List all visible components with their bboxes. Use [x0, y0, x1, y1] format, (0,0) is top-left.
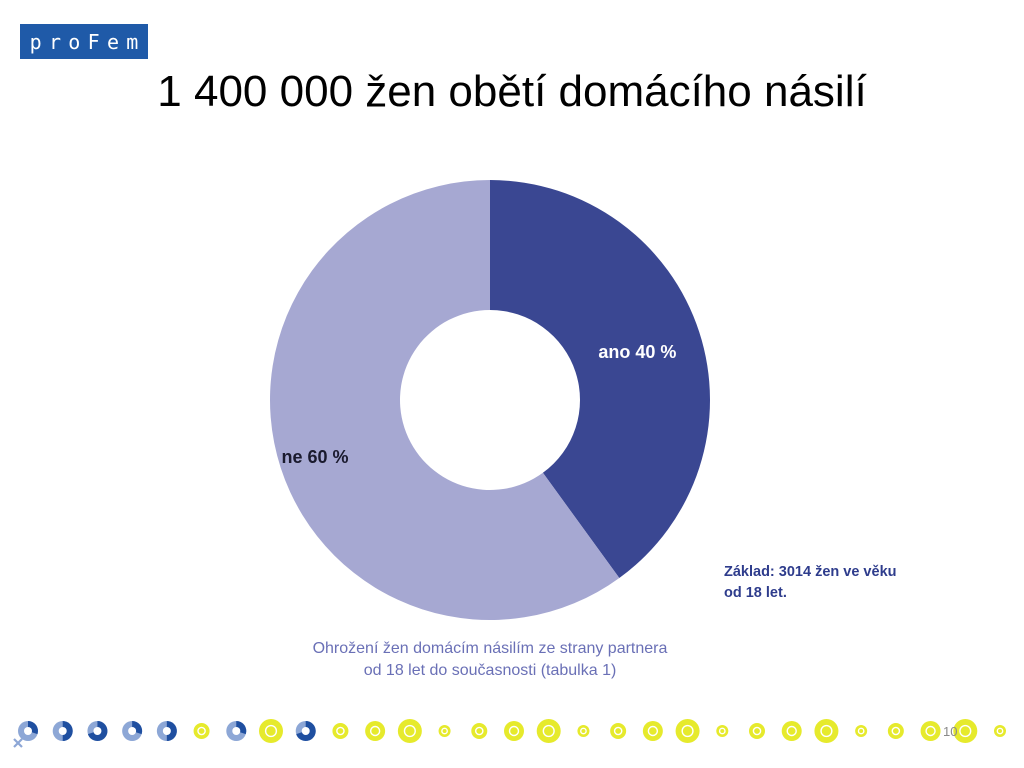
donut-slice-ano [490, 180, 711, 578]
donut-slice-ne [270, 180, 620, 620]
note-line: od 18 let. [724, 585, 787, 602]
note-line: Základ: 3014 žen ve věku [724, 564, 897, 580]
number-badge-icon [504, 721, 524, 741]
donut-icon [295, 721, 316, 741]
caption-line: Ohrožení žen domácím násilím ze strany p… [312, 640, 668, 657]
number-badge-icon [259, 719, 283, 743]
female-symbol-donut-icon [13, 721, 39, 748]
number-badge-icon [193, 723, 210, 739]
logo-letter: F [87, 29, 100, 54]
number-badge-icon [781, 721, 802, 741]
profem-logo: p r o F e m [20, 24, 148, 59]
number-badge-icon [365, 721, 386, 741]
number-badge-icon [397, 719, 422, 743]
number-badge-icon [642, 721, 663, 741]
number-badge-icon [855, 725, 868, 737]
number-badge-icon [675, 719, 700, 743]
number-badge-icon [536, 719, 561, 743]
logo-letter: m [126, 29, 139, 54]
donut-icon [226, 721, 247, 741]
caption-line: od 18 let do současnosti (tabulka 1) [363, 661, 617, 679]
donut-icon [52, 721, 73, 741]
number-badge-icon [887, 723, 904, 739]
donut-icon [156, 721, 177, 741]
sample-note: Základ: 3014 žen ve věku od 18 let. [724, 562, 964, 604]
slice-label-ano: ano 40 % [598, 342, 676, 362]
number-badge-icon [438, 725, 451, 737]
logo-letter: e [106, 29, 119, 54]
donut-icon [122, 721, 143, 741]
number-badge-icon [814, 719, 839, 743]
number-badge-icon [332, 723, 349, 739]
slice-label-ne: ne 60 % [281, 447, 348, 467]
number-badge-icon [577, 725, 590, 737]
number-badge-icon [610, 723, 627, 739]
number-badge-icon [716, 725, 729, 737]
slide-title: 1 400 000 žen obětí domácího násilí [157, 67, 867, 116]
page-number: 10 [943, 724, 958, 739]
number-badge-icon [920, 721, 941, 741]
chart-caption: Ohrožení žen domácím násilím ze strany p… [230, 638, 750, 681]
number-badge-icon [953, 719, 978, 743]
logo-letter: o [68, 29, 81, 54]
number-badge-icon [749, 723, 765, 739]
logo-letter: p [29, 29, 42, 54]
number-badge-icon [994, 725, 1006, 737]
logo-letter: r [48, 29, 62, 54]
number-badge-icon [471, 723, 488, 739]
donut-icon [87, 721, 108, 741]
